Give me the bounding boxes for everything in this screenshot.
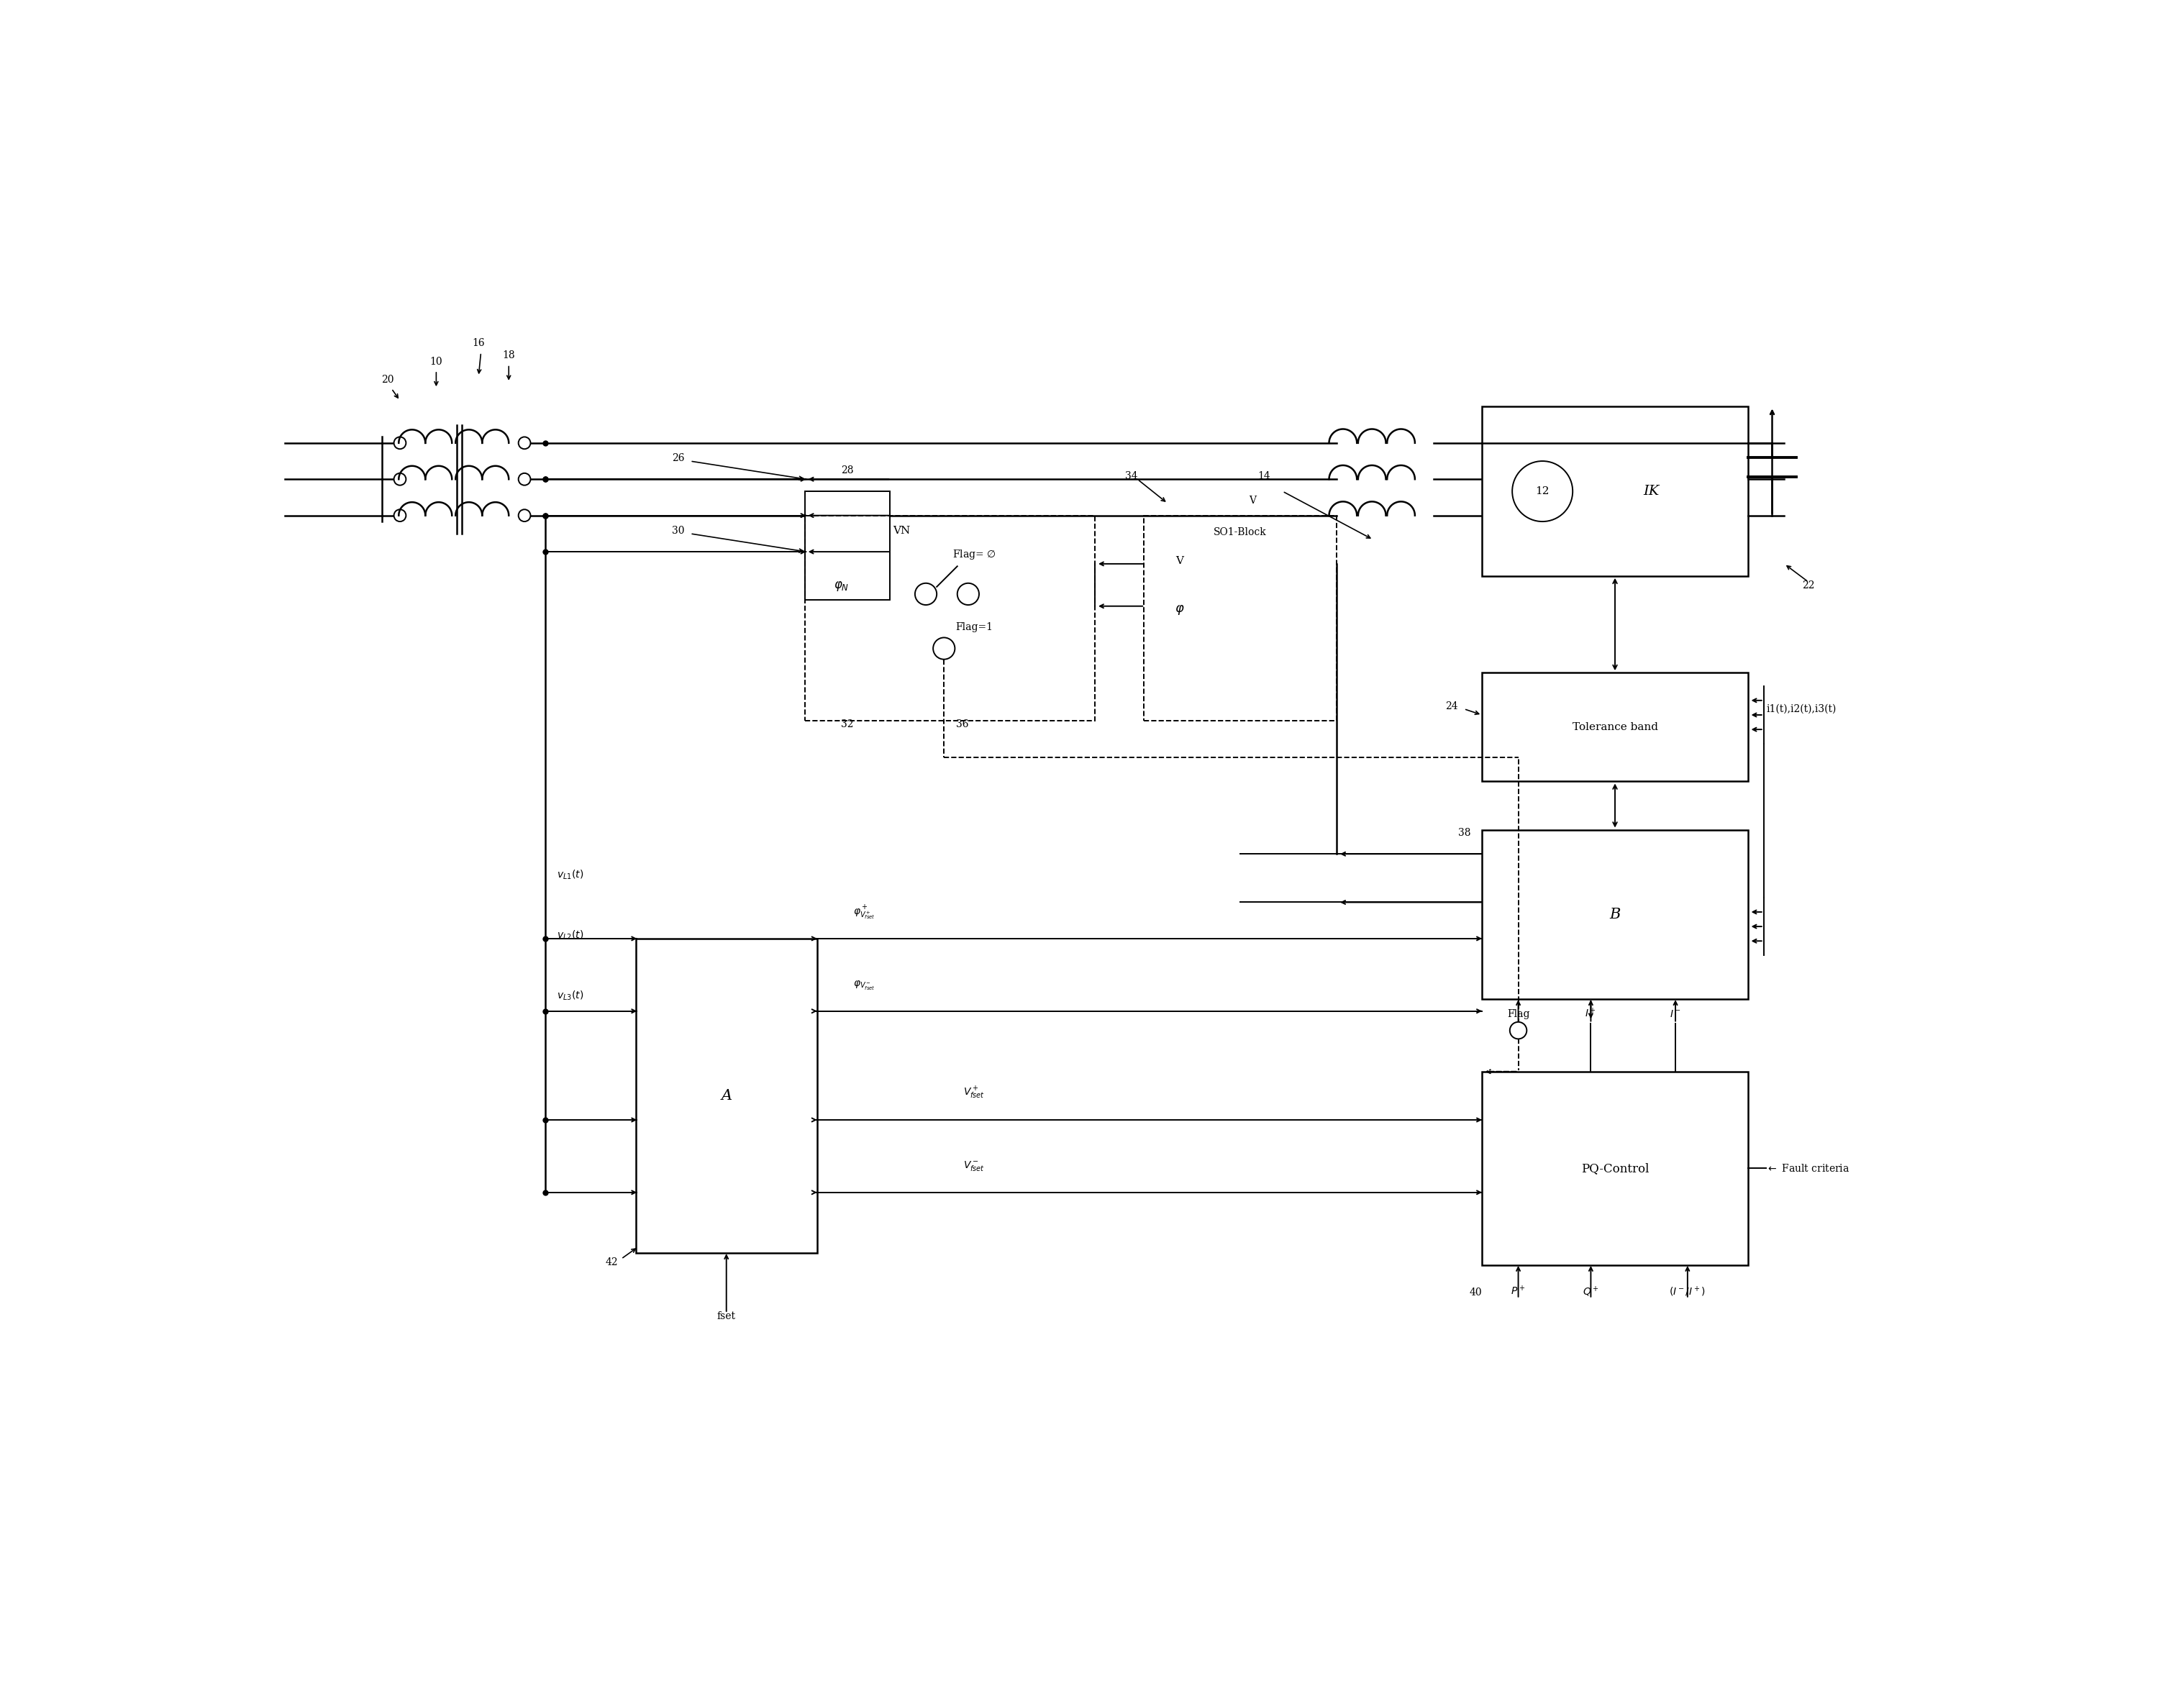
Text: 18: 18 <box>502 350 515 360</box>
Text: 22: 22 <box>1802 580 1815 590</box>
Text: $P^+$: $P^+$ <box>1511 1285 1527 1297</box>
Text: Flag= $\varnothing$: Flag= $\varnothing$ <box>952 548 996 561</box>
Text: 24: 24 <box>1446 702 1459 710</box>
Text: V: V <box>1249 495 1256 506</box>
Bar <box>636 939 817 1253</box>
Circle shape <box>1509 1021 1527 1038</box>
Text: Flag=1: Flag=1 <box>957 622 994 632</box>
Text: 42: 42 <box>605 1256 618 1267</box>
Text: PQ-Control: PQ-Control <box>1581 1162 1649 1174</box>
Bar <box>1483 1072 1747 1265</box>
Text: 30: 30 <box>673 526 684 536</box>
Circle shape <box>1511 462 1572 521</box>
Bar <box>1483 408 1747 577</box>
Bar <box>1483 830 1747 999</box>
Circle shape <box>518 473 531 485</box>
Text: $\varphi_N$: $\varphi_N$ <box>834 580 850 592</box>
Text: B: B <box>1610 908 1621 922</box>
Text: $Q^+$: $Q^+$ <box>1583 1285 1599 1299</box>
Text: $\varphi_{V_{fset}^+}^+$: $\varphi_{V_{fset}^+}^+$ <box>854 903 876 922</box>
Circle shape <box>957 583 978 605</box>
Text: 12: 12 <box>1535 487 1548 497</box>
Text: 40: 40 <box>1470 1287 1483 1297</box>
Text: 20: 20 <box>382 375 393 384</box>
Bar <box>806 492 889 600</box>
Text: Flag: Flag <box>1507 1010 1529 1020</box>
Text: 10: 10 <box>430 357 443 367</box>
Text: A: A <box>721 1089 732 1103</box>
Text: $V_{fset}^-$: $V_{fset}^-$ <box>963 1160 985 1172</box>
Text: VN: VN <box>893 526 911 536</box>
Bar <box>806 516 1094 720</box>
Text: SO1-Block: SO1-Block <box>1214 528 1267 538</box>
Circle shape <box>933 638 954 659</box>
Circle shape <box>915 583 937 605</box>
Text: $v_{L2}(t)$: $v_{L2}(t)$ <box>557 930 583 942</box>
Circle shape <box>393 509 406 521</box>
Text: 26: 26 <box>673 453 684 463</box>
Text: 28: 28 <box>841 465 854 475</box>
Text: $\varphi_{V_{fset}^-}$: $\varphi_{V_{fset}^-}$ <box>854 979 876 993</box>
Text: $I^-$: $I^-$ <box>1671 1010 1682 1020</box>
Circle shape <box>518 509 531 521</box>
Text: $v_{L1}(t)$: $v_{L1}(t)$ <box>557 869 583 881</box>
Bar <box>1144 516 1337 720</box>
Circle shape <box>393 436 406 450</box>
Text: 32: 32 <box>841 719 854 729</box>
Text: 38: 38 <box>1459 829 1470 839</box>
Text: i1(t),i2(t),i3(t): i1(t),i2(t),i3(t) <box>1767 703 1837 714</box>
Text: IK: IK <box>1642 485 1660 497</box>
Text: V: V <box>1175 556 1184 566</box>
Text: $V_{fset}^+$: $V_{fset}^+$ <box>963 1086 985 1101</box>
Bar <box>1483 673 1747 781</box>
Circle shape <box>518 436 531 450</box>
Circle shape <box>393 473 406 485</box>
Text: fset: fset <box>716 1312 736 1321</box>
Text: $\leftarrow$ Fault criteria: $\leftarrow$ Fault criteria <box>1767 1163 1850 1174</box>
Text: $v_{L3}(t)$: $v_{L3}(t)$ <box>557 989 583 1003</box>
Text: Tolerance band: Tolerance band <box>1572 722 1658 732</box>
Text: 16: 16 <box>472 338 485 348</box>
Text: $\varphi$: $\varphi$ <box>1175 604 1184 617</box>
Text: 14: 14 <box>1258 472 1271 482</box>
Text: $I^+$: $I^+$ <box>1586 1006 1597 1020</box>
Text: 36: 36 <box>957 719 968 729</box>
Text: $(I^-/I^+)$: $(I^-/I^+)$ <box>1669 1285 1706 1299</box>
Text: 34: 34 <box>1125 472 1138 482</box>
